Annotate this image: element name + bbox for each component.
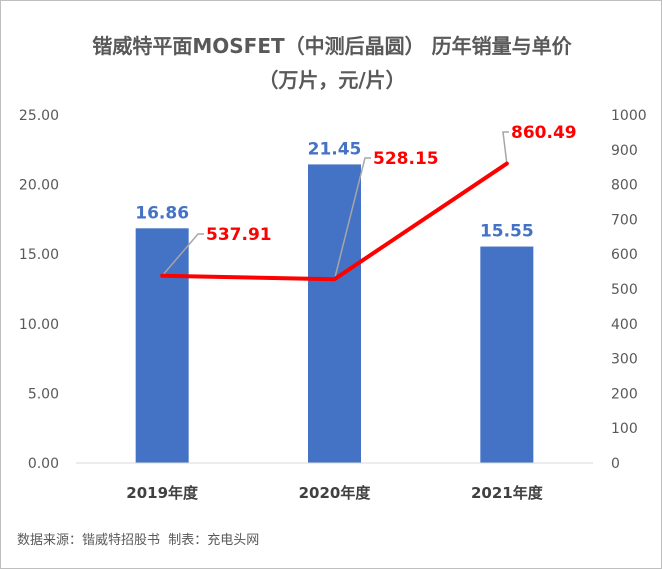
- right-axis-tick-label: 700: [611, 212, 638, 228]
- right-axis-tick-label: 100: [611, 421, 638, 437]
- right-axis-tick-label: 800: [611, 178, 638, 194]
- bar-data-label: 21.45: [308, 139, 362, 159]
- left-axis-tick-label: 0.00: [28, 456, 59, 472]
- bar: [480, 246, 534, 463]
- right-axis-tick-label: 600: [611, 247, 638, 263]
- right-axis-tick-label: 1000: [611, 108, 647, 124]
- right-axis-tick-label: 900: [611, 143, 638, 159]
- right-axis-tick-label: 200: [611, 386, 638, 402]
- left-axis-tick-label: 10.00: [19, 317, 59, 333]
- x-axis-category-label: 2021年度: [471, 484, 544, 502]
- line-label-leader: [333, 157, 371, 280]
- line-label-leader: [502, 131, 509, 164]
- line-data-label: 860.49: [511, 123, 577, 143]
- bar-data-label: 16.86: [135, 203, 189, 223]
- line-data-label: 537.91: [206, 225, 272, 245]
- line-label-leader: [161, 233, 204, 277]
- left-axis-tick-label: 15.00: [19, 247, 59, 263]
- chart-title: 锴威特平面MOSFET（中测后晶圆） 历年销量与单价 （万片，元/片）: [1, 29, 662, 97]
- left-axis-tick-label: 25.00: [19, 108, 59, 124]
- bar-data-label: 15.55: [480, 222, 534, 242]
- line-data-label: 528.15: [373, 149, 439, 169]
- chart-title-line1: 锴威特平面MOSFET（中测后晶圆） 历年销量与单价: [92, 34, 572, 58]
- left-axis-tick-label: 5.00: [28, 386, 59, 402]
- x-axis-category-label: 2020年度: [299, 484, 372, 502]
- source-note: 数据来源：锴威特招股书 制表：充电头网: [17, 533, 260, 548]
- bar: [308, 164, 361, 463]
- right-axis-tick-label: 500: [611, 282, 638, 298]
- right-axis-tick-label: 0: [611, 456, 620, 472]
- price-line: [160, 161, 509, 282]
- right-axis-tick-label: 400: [611, 317, 638, 333]
- left-axis-tick-label: 20.00: [19, 178, 59, 194]
- right-axis-tick-label: 300: [611, 352, 638, 368]
- bar: [135, 228, 189, 463]
- x-axis-category-label: 2019年度: [126, 484, 199, 502]
- chart-title-line2: （万片，元/片）: [258, 68, 406, 92]
